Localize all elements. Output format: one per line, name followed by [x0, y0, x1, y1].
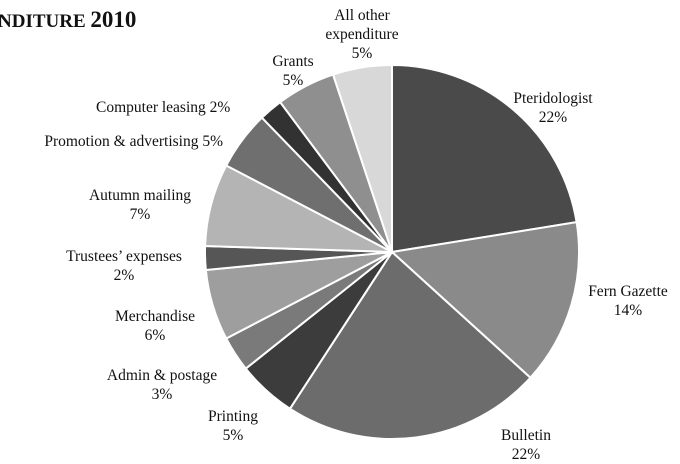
chart-title-year: 2010 — [90, 7, 137, 32]
slice-value-merchandise: 6% — [145, 327, 166, 344]
slice-name-grants: Grants — [272, 53, 313, 70]
slice-value-autumn-mailing: 7% — [130, 206, 151, 223]
slice-name-bulletin: Bulletin — [501, 427, 551, 444]
slice-value-grants: 5% — [283, 72, 304, 89]
slice-name-pteridologist: Pteridologist — [513, 90, 593, 107]
slice-value-all-other-expenditure: 5% — [352, 45, 373, 62]
slice-name-printing: Printing — [208, 408, 258, 425]
slice-value-bulletin: 22% — [512, 446, 541, 463]
slice-name-promotion-advertising: Promotion & advertising 5% — [44, 133, 223, 150]
slice-label-promotion-advertising: Promotion & advertising 5% — [44, 133, 223, 150]
slice-value-pteridologist: 22% — [539, 109, 568, 126]
slice-label-bulletin: Bulletin 22% — [501, 427, 551, 463]
slice-label-pteridologist: Pteridologist 22% — [513, 90, 593, 126]
slice-name-autumn-mailing: Autumn mailing — [89, 187, 191, 204]
slice-value-trustees-expenses: 2% — [114, 267, 135, 284]
slice-label-fern-gazette: Fern Gazette 14% — [588, 283, 668, 319]
slice-label-autumn-mailing: Autumn mailing 7% — [89, 187, 191, 223]
pie-slice-fern-gazette — [389, 221, 580, 380]
chart-title: NDITURE 2010 — [0, 7, 136, 33]
slice-value-admin-postage: 3% — [152, 386, 173, 403]
slice-label-grants: Grants 5% — [272, 53, 313, 89]
pie-slice-all-other-expenditure — [331, 63, 393, 253]
slice-label-computer-leasing: Computer leasing 2% — [96, 99, 230, 116]
pie-slice-pteridologist — [391, 63, 578, 254]
slice-name-all-other-expenditure: expenditure — [325, 26, 398, 43]
slice-name-trustees-expenses: Trustees’ expenses — [66, 248, 182, 265]
pie-slice-bulletin — [288, 250, 532, 440]
slice-name-admin-postage: Admin & postage — [107, 367, 217, 384]
slice-name-computer-leasing: Computer leasing 2% — [96, 99, 230, 116]
slice-name-all-other-expenditure: All other — [334, 7, 390, 24]
chart-title-text: NDITURE — [0, 11, 86, 32]
slice-value-printing: 5% — [223, 427, 244, 444]
slice-label-printing: Printing 5% — [208, 408, 258, 444]
slice-name-merchandise: Merchandise — [115, 308, 195, 325]
slice-name-fern-gazette: Fern Gazette — [588, 283, 668, 300]
slice-label-merchandise: Merchandise 6% — [115, 308, 195, 344]
slice-label-trustees-expenses: Trustees’ expenses 2% — [66, 248, 182, 284]
slice-label-admin-postage: Admin & postage 3% — [107, 367, 217, 403]
slice-label-all-other-expenditure: All other expenditure 5% — [325, 7, 398, 62]
slice-value-fern-gazette: 14% — [614, 302, 643, 319]
